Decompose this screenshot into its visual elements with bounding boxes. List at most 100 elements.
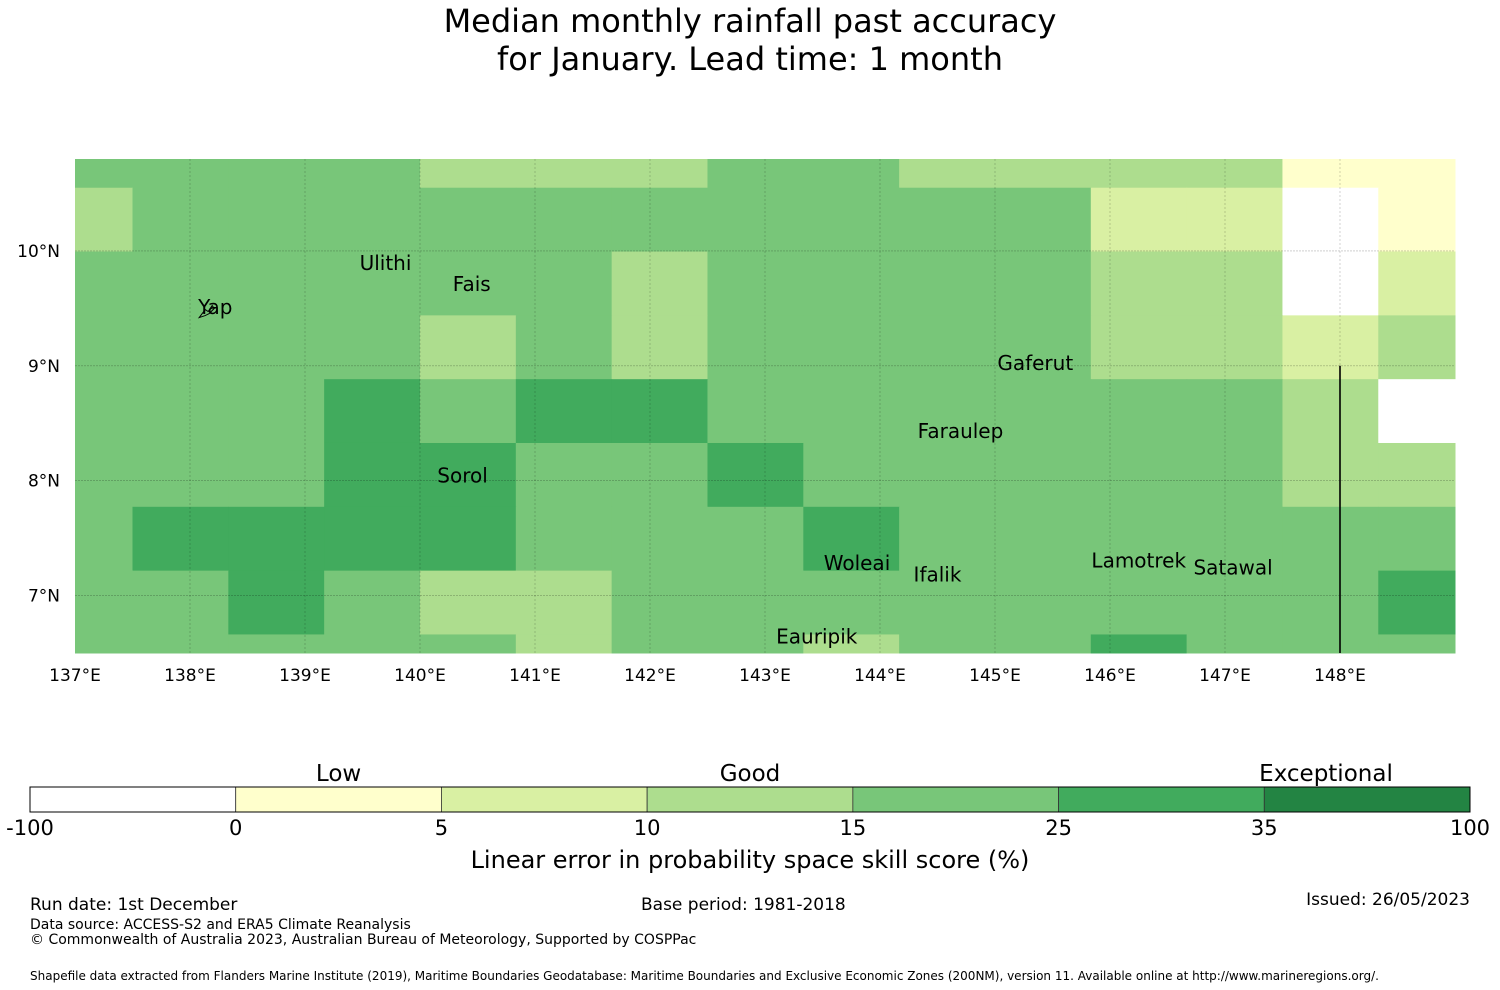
title-line-1: Median monthly rainfall past accuracy [443, 2, 1057, 40]
place-label: Eauripik [776, 625, 858, 649]
grid-cell [899, 187, 996, 253]
grid-cell [994, 379, 1092, 444]
grid-cell [803, 251, 900, 316]
grid-cell [324, 570, 421, 635]
grid-cell [1090, 379, 1188, 444]
grid-cell [1186, 159, 1283, 189]
grid-cell [707, 379, 804, 444]
grid-cell [1090, 187, 1188, 253]
colorbar-segment [852, 786, 1059, 813]
grid-cell [1378, 379, 1456, 444]
colorbar-tick-label: 0 [229, 816, 242, 840]
grid-cell [899, 442, 996, 508]
grid-cell [419, 442, 517, 508]
grid-cell [419, 159, 517, 189]
grid-cell [707, 634, 804, 654]
y-tick-label: 10°N [17, 242, 60, 262]
grid-cell [515, 570, 613, 635]
grid-cell [1090, 251, 1188, 316]
grid-cell [75, 570, 133, 635]
grid-cell [228, 442, 325, 508]
grid-cell [324, 187, 421, 253]
grid-cell [899, 570, 996, 635]
graticule [75, 159, 1455, 653]
grid-cell [1090, 634, 1188, 654]
colorbar: -100 0 5 10 15 25 35 100 Low Good Exceptional Linea… [6, 761, 1490, 874]
grid-cell [1282, 506, 1379, 572]
grid-cell [803, 570, 900, 635]
grid-cell [611, 442, 708, 508]
x-tick-label: 143°E [739, 666, 791, 686]
grid-cell [324, 159, 421, 189]
grid-cell [228, 159, 325, 189]
grid-cell [803, 379, 900, 444]
grid-cell [1186, 506, 1283, 572]
grid-cell [1186, 251, 1283, 316]
colorbar-axis-label: Linear error in probability space skill … [471, 846, 1030, 874]
grid-cell [228, 315, 325, 380]
grid-cell [75, 506, 133, 572]
place-label: Lamotrek [1091, 549, 1186, 573]
grid-cell [611, 187, 708, 253]
colorbar-tick-label: 5 [435, 816, 448, 840]
grid-cell [1378, 187, 1456, 253]
grid-cell [1378, 251, 1456, 316]
place-label: Faraulep [918, 419, 1004, 443]
base-period: Base period: 1981-2018 [641, 895, 846, 915]
grid-cell [803, 634, 900, 654]
colorbar-segment [646, 786, 854, 813]
grid-cell [324, 379, 421, 444]
grid-cell [228, 506, 325, 572]
grid-cell [994, 251, 1092, 316]
grid-cell [132, 506, 229, 572]
colorbar-segment [441, 786, 648, 813]
x-tick-label: 145°E [969, 666, 1021, 686]
grid-cell [75, 251, 133, 316]
copyright: © Commonwealth of Australia 2023, Austra… [30, 932, 697, 948]
grid-cell [611, 379, 708, 444]
colorbar-category-label: Good [720, 761, 781, 787]
grid-cell [515, 506, 613, 572]
grid-cell [515, 159, 613, 189]
grid-cell [132, 379, 229, 444]
x-tick-label: 144°E [854, 666, 906, 686]
grid-cell [132, 634, 229, 654]
grid-cell [899, 159, 996, 189]
grid-cell [1186, 442, 1283, 508]
grid-cell [1282, 379, 1379, 444]
grid-cell [994, 159, 1092, 189]
grid-cell [899, 251, 996, 316]
grid-cell [803, 159, 900, 189]
grid-cell [707, 442, 804, 508]
colorbar-tick-label: -100 [6, 816, 54, 840]
grid-cell [611, 570, 708, 635]
colorbar-segment [29, 786, 237, 813]
grid-cell [707, 570, 804, 635]
grid-cell [899, 379, 996, 444]
grid-cell [515, 187, 613, 253]
data-source: Data source: ACCESS-S2 and ERA5 Climate … [30, 917, 411, 933]
grid-cell [515, 634, 613, 654]
grid-cell [611, 315, 708, 380]
grid-cell [324, 442, 421, 508]
grid-cell [132, 315, 229, 380]
grid-cell [803, 506, 900, 572]
grid-cell [324, 251, 421, 316]
colorbar-tick-label: 10 [634, 816, 661, 840]
grid-cell [132, 251, 229, 316]
grid-cell [994, 570, 1092, 635]
grid-cell [899, 634, 996, 654]
shapefile-credit: Shapefile data extracted from Flanders M… [30, 969, 1379, 983]
place-label: Satawal [1193, 556, 1272, 580]
grid-cell [611, 251, 708, 316]
grid-cell [515, 251, 613, 316]
colorbar-tick-label: 35 [1251, 816, 1278, 840]
grid-cell [899, 506, 996, 572]
grid-cell [515, 379, 613, 444]
grid-cell [1090, 506, 1188, 572]
grid-cell [994, 634, 1092, 654]
grid-cell [515, 315, 613, 380]
grid-cell [75, 315, 133, 380]
place-label: Ifalik [914, 563, 962, 587]
grid-cell [228, 187, 325, 253]
